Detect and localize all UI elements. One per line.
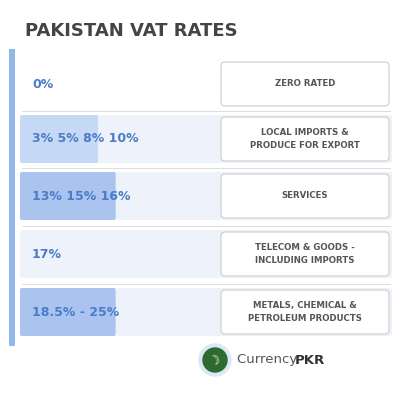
FancyBboxPatch shape	[20, 172, 116, 220]
Text: 17%: 17%	[32, 248, 62, 260]
FancyBboxPatch shape	[20, 172, 392, 220]
FancyBboxPatch shape	[221, 174, 389, 218]
FancyBboxPatch shape	[20, 115, 392, 163]
Text: SERVICES: SERVICES	[282, 192, 328, 200]
Text: 0%: 0%	[32, 78, 53, 90]
FancyBboxPatch shape	[20, 230, 392, 278]
Text: LOCAL IMPORTS &
PRODUCE FOR EXPORT: LOCAL IMPORTS & PRODUCE FOR EXPORT	[250, 128, 360, 150]
FancyBboxPatch shape	[20, 115, 98, 163]
Text: 3% 5% 8% 10%: 3% 5% 8% 10%	[32, 132, 139, 146]
Text: 18.5% - 25%: 18.5% - 25%	[32, 306, 119, 318]
FancyBboxPatch shape	[221, 62, 389, 106]
FancyBboxPatch shape	[221, 117, 389, 161]
FancyBboxPatch shape	[221, 232, 389, 276]
Text: METALS, CHEMICAL &
PETROLEUM PRODUCTS: METALS, CHEMICAL & PETROLEUM PRODUCTS	[248, 301, 362, 323]
Text: PKR: PKR	[295, 354, 325, 366]
Text: ZERO RATED: ZERO RATED	[275, 80, 335, 88]
FancyBboxPatch shape	[20, 288, 392, 336]
FancyBboxPatch shape	[221, 290, 389, 334]
Circle shape	[203, 348, 227, 372]
Text: PAKISTAN VAT RATES: PAKISTAN VAT RATES	[25, 22, 238, 40]
Text: ☽: ☽	[208, 352, 222, 368]
FancyBboxPatch shape	[9, 49, 15, 346]
FancyBboxPatch shape	[20, 288, 116, 336]
Text: Currency:: Currency:	[237, 354, 305, 366]
Text: TELECOM & GOODS -
INCLUDING IMPORTS: TELECOM & GOODS - INCLUDING IMPORTS	[255, 243, 355, 265]
Circle shape	[199, 344, 231, 376]
Text: 13% 15% 16%: 13% 15% 16%	[32, 190, 130, 202]
